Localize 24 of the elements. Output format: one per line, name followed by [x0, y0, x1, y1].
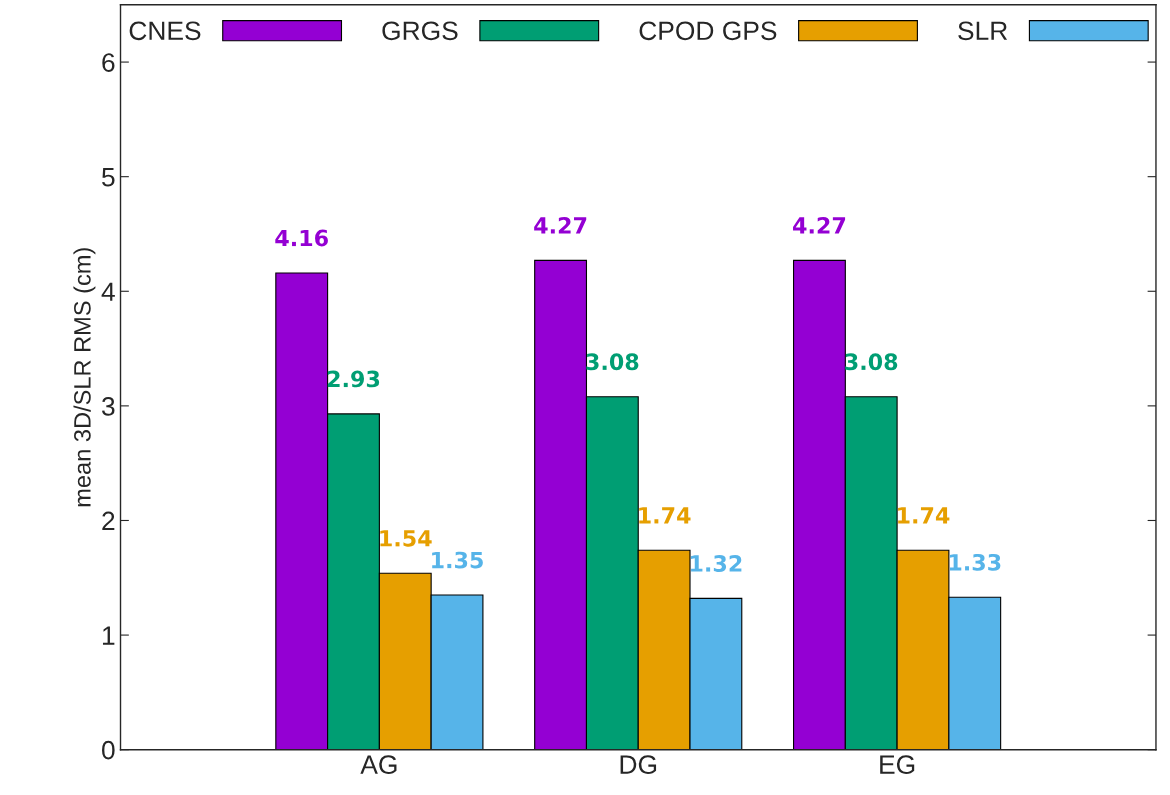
y-tick-label: 0 [102, 740, 115, 760]
y-tick-label: 5 [102, 168, 115, 187]
legend-label: CPOD GPS [639, 21, 777, 41]
data-label: 1.74 [639, 507, 691, 524]
data-label: 1.32 [690, 555, 742, 572]
x-tick-label: EG [880, 755, 915, 774]
data-label: 1.35 [432, 551, 483, 569]
y-axis-title: mean 3D/SLR RMS (cm) [73, 248, 96, 507]
data-label: 4.27 [534, 217, 587, 234]
data-label: 1.33 [949, 553, 1001, 571]
y-tick-label: 2 [102, 511, 115, 531]
legend-label: SLR [958, 21, 1008, 41]
x-tick-label: AG [360, 755, 397, 774]
y-tick-label: 6 [102, 53, 115, 72]
legend-label: GRGS [382, 21, 458, 41]
data-label: 1.74 [898, 507, 950, 524]
x-tick-label: DG [620, 755, 657, 774]
data-label: 4.16 [275, 229, 328, 247]
y-tick-label: 1 [102, 626, 115, 645]
y-tick-label: 4 [101, 282, 115, 301]
legend-label: CNES [129, 21, 201, 41]
data-label: 4.27 [793, 217, 846, 234]
data-label: 1.54 [380, 530, 432, 547]
y-tick-label: 3 [101, 397, 115, 416]
